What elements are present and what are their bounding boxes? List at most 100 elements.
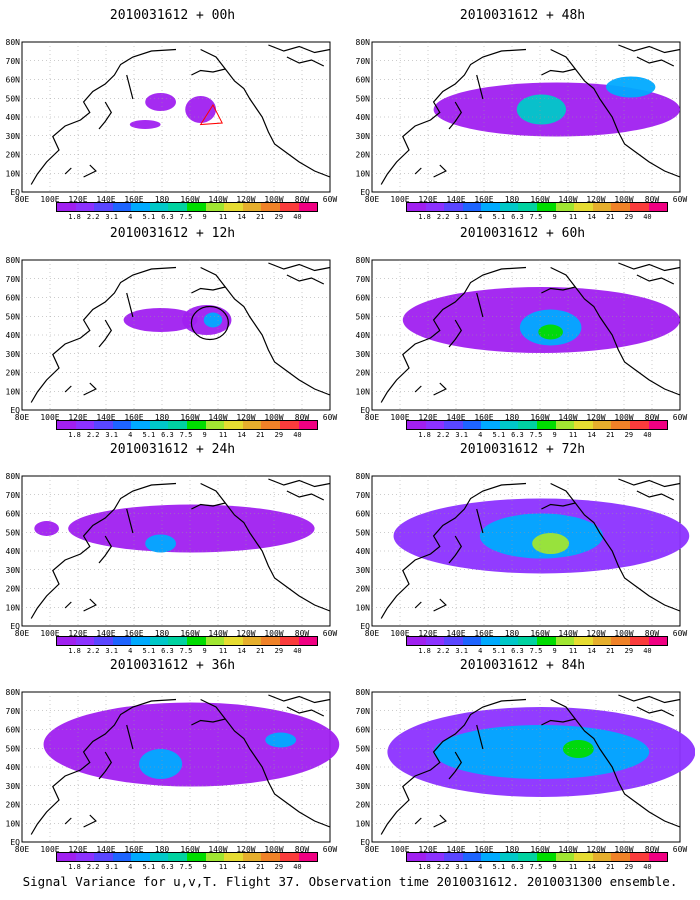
colorbar-tick-label: 9: [202, 431, 207, 439]
lat-label: 80N: [6, 688, 21, 697]
colorbar-swatch: [537, 637, 556, 645]
colorbar-labels: 1.8 2.2 3.1 4 5.1 6.3 7.5 9 11 14 21 29 40: [46, 213, 326, 222]
lon-label: 80E: [365, 413, 380, 420]
lon-label: 120W: [586, 413, 605, 420]
lon-label: 160W: [530, 845, 549, 852]
colorbar-tick-label: 11: [218, 431, 228, 439]
lat-label: 10N: [356, 603, 371, 612]
colorbar-swatch: [279, 853, 299, 861]
lon-label: 180: [155, 413, 170, 420]
coastline: [433, 598, 447, 612]
colorbar-swatch: [518, 637, 538, 645]
colorbar-swatch: [407, 203, 426, 211]
lon-label: 160E: [124, 195, 143, 202]
lat-label: 60N: [6, 510, 21, 519]
lat-label: 70N: [6, 275, 21, 284]
colorbar-tick-label: 1.8: [418, 431, 431, 439]
coastline: [98, 535, 113, 564]
lon-label: 160W: [530, 629, 549, 636]
lat-label: 30N: [6, 350, 21, 359]
colorbar-swatch: [149, 637, 169, 645]
lat-label: 70N: [356, 707, 371, 716]
colorbar-tick-label: 6.3: [161, 431, 174, 439]
lon-label: 100E: [40, 195, 59, 202]
colorbar: [406, 202, 668, 212]
lat-label: 70N: [6, 707, 21, 716]
lon-label: 120W: [236, 845, 255, 852]
coastline: [448, 751, 463, 780]
colorbar-tick-label: 6.3: [511, 863, 524, 871]
lat-label: EQ: [360, 406, 370, 415]
coastline: [380, 48, 527, 185]
lon-label: 160E: [474, 195, 493, 202]
lon-label: 60W: [673, 629, 688, 636]
lon-label: 140E: [96, 629, 115, 636]
coastline: [98, 101, 113, 130]
lat-label: 70N: [356, 491, 371, 500]
lon-label: 60W: [323, 413, 338, 420]
colorbar-tick-label: 6.3: [511, 647, 524, 655]
colorbar-swatch: [298, 637, 318, 645]
lat-label: 20N: [6, 801, 21, 810]
colorbar-swatch: [168, 203, 188, 211]
lon-label: 100W: [614, 629, 633, 636]
variance-region: [145, 534, 176, 553]
lon-label: 80E: [365, 845, 380, 852]
coastline: [414, 167, 422, 175]
colorbar-swatch: [168, 421, 188, 429]
colorbar-swatch: [75, 637, 95, 645]
lon-label: 140E: [446, 195, 465, 202]
panel-title: 2010031612 + 00h: [109, 8, 236, 23]
coastline: [433, 382, 447, 396]
lon-label: 140W: [208, 845, 227, 852]
lon-label: 160E: [124, 413, 143, 420]
lat-label: 30N: [356, 566, 371, 575]
coastline: [126, 508, 134, 534]
colorbar-tick-label: 7.5: [179, 431, 193, 439]
colorbar-tick-label: 9: [552, 431, 557, 439]
colorbar-tick-label: 29: [274, 647, 284, 655]
colorbar-tick-label: 7.5: [179, 213, 193, 221]
colorbar-tick-label: 4: [128, 647, 133, 655]
lat-label: 60N: [356, 76, 371, 85]
colorbar-swatch: [279, 637, 299, 645]
lon-label: 120E: [418, 629, 437, 636]
lon-label: 80W: [645, 413, 660, 420]
colorbar-tick-label: 40: [643, 863, 652, 871]
colorbar-tick-label: 5.1: [492, 647, 506, 655]
colorbar-swatch: [112, 637, 132, 645]
lat-label: 40N: [6, 331, 21, 340]
lon-label: 180: [155, 845, 170, 852]
lat-label: 30N: [356, 350, 371, 359]
colorbar-swatch: [279, 421, 299, 429]
lat-label: 70N: [356, 275, 371, 284]
colorbar-swatch: [149, 203, 169, 211]
colorbar-swatch: [481, 853, 500, 861]
colorbar-swatch: [648, 203, 668, 211]
lon-label: 120E: [418, 413, 437, 420]
colorbar-tick-label: 21: [256, 431, 265, 439]
coastline: [268, 44, 331, 54]
lon-label: 120E: [68, 845, 87, 852]
colorbar-swatch: [611, 853, 630, 861]
coastline: [541, 718, 576, 726]
colorbar-swatch: [407, 637, 426, 645]
colorbar-swatch: [187, 203, 206, 211]
colorbar-swatch: [555, 853, 575, 861]
map-frame: [21, 259, 331, 411]
colorbar-tick-label: 1.8: [418, 863, 431, 871]
variance-region: [68, 504, 315, 553]
colorbar-swatch: [224, 203, 243, 211]
colorbar-labels: 1.8 2.2 3.1 4 5.1 6.3 7.5 9 11 14 21 29 40: [396, 431, 676, 440]
coastline: [191, 718, 226, 726]
lon-label: 120W: [236, 629, 255, 636]
colorbar-tick-label: 3.1: [105, 431, 119, 439]
lon-label: 120E: [68, 195, 87, 202]
colorbar-tick-label: 3.1: [105, 647, 119, 655]
colorbar-swatch: [648, 421, 668, 429]
colorbar-swatch: [444, 853, 463, 861]
coastline: [541, 286, 576, 294]
lat-label: 80N: [356, 256, 371, 265]
colorbar-swatch: [298, 853, 318, 861]
